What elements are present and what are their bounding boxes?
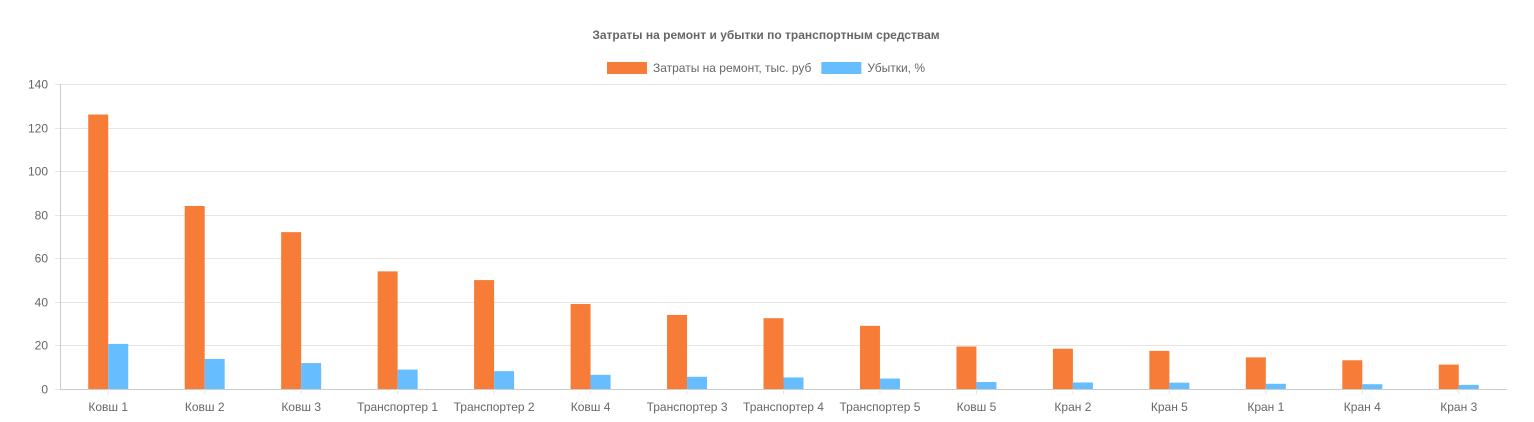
loss-percent-bar	[783, 377, 804, 389]
loss-percent-bar	[1458, 384, 1479, 389]
y-tick-label: 120	[28, 122, 48, 136]
chart-title: Затраты на ремонт и убытки по транспортн…	[592, 28, 939, 42]
y-tick-label: 0	[41, 383, 48, 397]
y-tick-label: 40	[35, 296, 49, 310]
y-tick-label: 80	[35, 209, 49, 223]
loss-percent-bar	[108, 343, 129, 389]
loss-percent-bar	[590, 374, 611, 389]
x-axis: Ковш 1 Ковш 2 Ковш 3 Транспортер 1 Транспорт…	[88, 389, 1478, 414]
x-tick-label: Транспортер 3	[647, 400, 728, 414]
loss-percent-bar	[1072, 382, 1093, 389]
x-tick-label: Транспортер 2	[454, 400, 535, 414]
repair-cost-bar	[377, 271, 398, 389]
legend-swatch	[606, 62, 647, 74]
repair-cost-bar	[1149, 350, 1170, 389]
loss-percent-bar	[204, 358, 225, 389]
repair-cost-bar	[570, 304, 591, 389]
x-tick-label: Ковш 1	[88, 400, 128, 414]
loss-percent-bar	[1169, 382, 1190, 389]
x-tick-label: Транспортер 4	[743, 400, 824, 414]
x-tick-label: Ковш 2	[185, 400, 225, 414]
repair-cost-bar	[667, 314, 688, 389]
x-tick-label: Транспортер 5	[839, 400, 920, 414]
loss-percent-bar	[976, 382, 997, 389]
loss-percent-bar	[301, 363, 322, 389]
repair-cost-bar	[956, 346, 977, 389]
loss-percent-bar	[494, 371, 515, 389]
repair-cost-bar	[1438, 364, 1459, 389]
legend-label: Затраты на ремонт, тыс. руб	[653, 61, 812, 75]
legend-label: Убытки, %	[867, 61, 925, 75]
x-tick-label: Кран 4	[1344, 400, 1381, 414]
loss-percent-bar	[1362, 384, 1383, 389]
legend: Затраты на ремонт, тыс. руб Убытки, %	[606, 61, 925, 75]
x-tick-label: Транспортер 1	[357, 400, 438, 414]
y-tick-label: 140	[28, 78, 48, 92]
x-tick-label: Ковш 4	[571, 400, 611, 414]
x-tick-label: Кран 1	[1247, 400, 1284, 414]
repair-cost-bar	[1245, 357, 1266, 389]
bars	[88, 114, 1479, 389]
x-tick-label: Ковш 3	[281, 400, 321, 414]
loss-percent-bar	[879, 378, 900, 389]
repair-cost-bar	[763, 318, 784, 389]
y-axis: 0 20 40 60 80 100 120 140	[28, 78, 48, 397]
repair-cost-bar	[1052, 348, 1073, 389]
legend-swatch	[821, 62, 862, 74]
y-tick-label: 60	[35, 252, 49, 266]
x-tick-label: Кран 5	[1151, 400, 1188, 414]
repair-cost-bar	[88, 114, 109, 389]
repair-cost-bar	[474, 280, 495, 389]
repair-cost-bar	[184, 206, 205, 389]
loss-percent-bar	[1265, 383, 1286, 389]
x-tick-label: Ковш 5	[957, 400, 997, 414]
repair-cost-bar	[1342, 360, 1363, 389]
repair-cost-bar	[859, 325, 880, 389]
loss-percent-bar	[687, 376, 708, 389]
y-tick-label: 100	[28, 165, 48, 179]
y-tick-label: 20	[35, 339, 49, 353]
x-tick-label: Кран 2	[1054, 400, 1091, 414]
loss-percent-bar	[397, 369, 418, 389]
x-tick-label: Кран 3	[1440, 400, 1477, 414]
repair-cost-bar	[281, 232, 302, 389]
